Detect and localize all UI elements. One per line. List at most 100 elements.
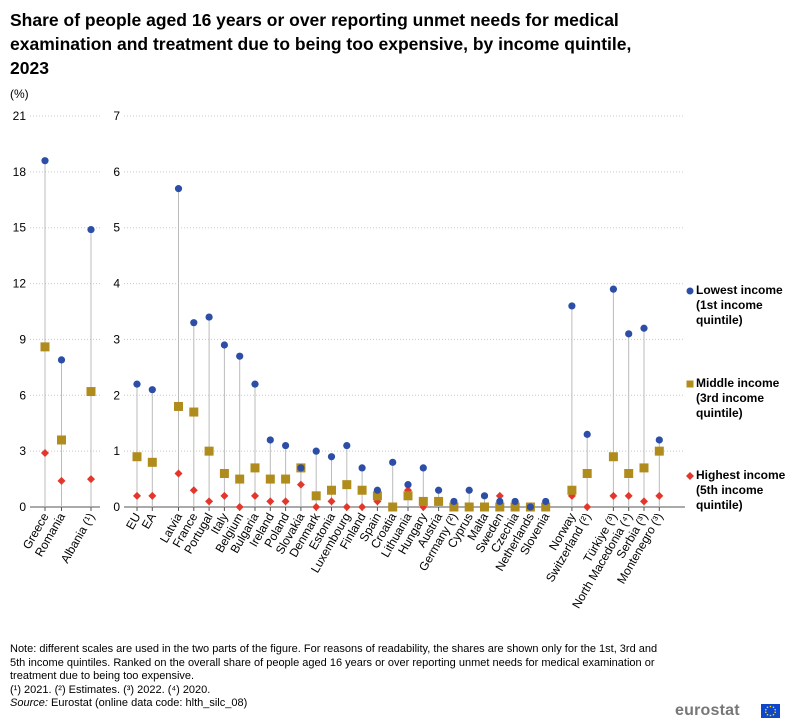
left-panel-tick-label: 15 (13, 221, 27, 235)
right-panel-point-lowest (465, 486, 473, 494)
right-panel-point-middle (235, 474, 245, 484)
right-panel-point-lowest (358, 464, 366, 472)
right-panel-point-highest (327, 497, 336, 506)
right-panel-point-highest (342, 503, 351, 511)
right-panel-point-lowest (419, 464, 427, 472)
right-panel-point-lowest (236, 352, 244, 360)
right-panel-point-lowest (480, 492, 489, 500)
right-panel-point-middle (189, 407, 199, 417)
source-label: Source: (10, 697, 48, 709)
right-panel-point-lowest (327, 453, 336, 461)
left-panel-point-lowest (41, 157, 49, 165)
legend-label-highest-3: quintile) (696, 498, 743, 512)
right-panel-point-lowest (312, 447, 320, 455)
right-panel-point-highest (251, 491, 259, 500)
right-panel-point-lowest (496, 497, 504, 506)
right-panel-point-middle (281, 474, 291, 484)
source-line: Source: Eurostat (online data code: hlth… (10, 697, 670, 711)
right-panel-point-middle (434, 496, 444, 506)
legend-marker-lowest (686, 287, 694, 295)
right-panel-point-middle (582, 468, 592, 478)
right-panel-point-highest (133, 491, 141, 500)
left-panel-tick-label: 3 (19, 444, 26, 458)
left-panel-tick-label: 12 (13, 277, 27, 291)
right-panel-point-lowest (282, 441, 290, 450)
right-panel-point-middle (250, 463, 260, 473)
right-panel-point-highest (235, 503, 244, 511)
right-panel-point-lowest (655, 436, 663, 444)
right-panel-point-middle (608, 452, 618, 462)
right-panel-point-lowest (640, 324, 648, 332)
legend-marker-highest (686, 472, 694, 480)
legend-label-middle-2: (3rd income (696, 391, 765, 405)
right-panel-point-middle (541, 502, 551, 512)
right-panel-point-highest (583, 503, 592, 511)
right-panel-point-middle (132, 452, 142, 462)
right-panel-point-lowest (205, 313, 213, 321)
right-panel-point-middle (567, 485, 577, 495)
right-panel-tick-label: 2 (113, 388, 120, 402)
right-panel-point-middle (147, 457, 157, 467)
right-panel-point-highest (609, 491, 618, 500)
right-panel-point-middle (265, 474, 275, 484)
right-panel-point-lowest (625, 330, 633, 338)
right-panel-point-middle (480, 502, 489, 512)
left-panel-point-lowest (87, 225, 95, 234)
right-panel-point-highest (281, 497, 290, 506)
legend-item-lowest: Lowest income (1st income quintile) (686, 283, 796, 328)
legend-diamond-icon (686, 472, 694, 480)
right-panel-point-lowest (450, 497, 458, 506)
right-panel-point-lowest (343, 441, 351, 450)
right-panel-point-lowest (542, 497, 550, 506)
left-panel-point-middle (57, 435, 66, 445)
right-panel-point-highest (312, 503, 321, 511)
legend-label-highest-1: Highest income (696, 468, 786, 482)
right-panel-point-lowest (609, 285, 618, 293)
legend-label-lowest-3: quintile) (696, 313, 743, 327)
right-panel-point-lowest (435, 486, 443, 494)
legend-item-middle: Middle income (3rd income quintile) (686, 376, 796, 421)
right-panel-point-lowest (266, 436, 274, 444)
left-panel-point-middle (86, 387, 96, 397)
right-panel-point-lowest (526, 503, 535, 511)
left-panel-tick-label: 18 (13, 165, 27, 179)
right-panel-point-middle (418, 496, 428, 506)
legend-marker-middle (686, 380, 694, 388)
right-panel-tick-label: 5 (113, 221, 120, 235)
left-panel-point-lowest (57, 356, 66, 364)
footnotes-text: (¹) 2021. (²) Estimates. (³) 2022. (⁴) 2… (10, 683, 211, 696)
right-panel-point-highest (205, 497, 214, 506)
right-panel-point-highest (640, 497, 648, 506)
right-panel-category-label: EA (139, 511, 159, 532)
left-panel-point-highest (57, 476, 66, 485)
left-panel-tick-label: 9 (19, 332, 26, 346)
right-panel-tick-label: 4 (113, 277, 120, 291)
legend-label-highest-2: (5th income (696, 483, 764, 497)
chart-title: Share of people aged 16 years or over re… (10, 10, 632, 78)
right-panel-point-highest (148, 491, 157, 500)
legend-label-middle-1: Middle income (696, 376, 780, 390)
right-panel-point-highest (624, 491, 633, 500)
left-panel-point-middle (40, 342, 50, 352)
left-panel-point-highest (87, 475, 95, 484)
note-text: Note: different scales are used in the t… (10, 643, 658, 682)
right-panel-point-lowest (148, 386, 156, 394)
right-panel-point-lowest (174, 185, 183, 193)
eu-stars-icon (765, 705, 776, 717)
legend-circle-icon (686, 287, 694, 295)
right-panel-point-middle (174, 401, 183, 411)
source-text: Eurostat (online data code: hlth_silc_08… (50, 697, 248, 709)
right-panel-point-highest (655, 491, 664, 500)
right-panel-point-lowest (389, 458, 397, 466)
left-panel-tick-label: 6 (19, 388, 26, 402)
right-panel-point-middle (654, 446, 664, 456)
notes: Note: different scales are used in the t… (10, 643, 670, 711)
left-panel-point-highest (41, 449, 49, 458)
right-panel-point-middle (327, 485, 336, 495)
right-panel-point-lowest (568, 302, 576, 310)
eu-flag-icon (761, 704, 780, 718)
right-panel-point-middle (495, 502, 505, 512)
right-panel-point-highest (220, 491, 229, 500)
right-panel-point-middle (372, 491, 382, 501)
